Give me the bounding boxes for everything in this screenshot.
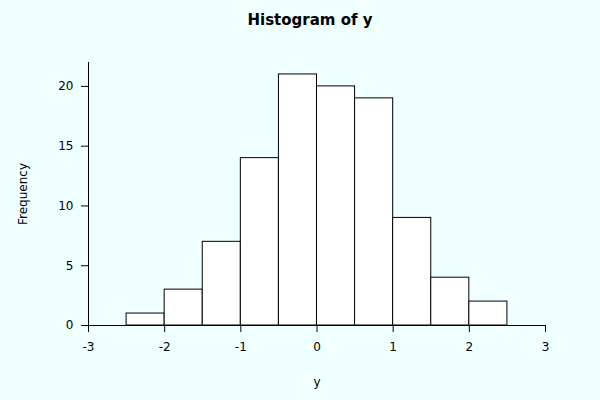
svg-text:1: 1 <box>389 340 397 354</box>
svg-text:-3: -3 <box>83 340 95 354</box>
svg-text:0: 0 <box>313 340 321 354</box>
svg-text:-1: -1 <box>235 340 247 354</box>
svg-text:5: 5 <box>66 259 74 273</box>
svg-text:y: y <box>313 375 320 389</box>
html-text:Histogram of y: Histogram of y <box>247 11 373 29</box>
svg-text:15: 15 <box>58 139 73 153</box>
svg-text:3: 3 <box>542 340 550 354</box>
svg-text:20: 20 <box>58 79 73 93</box>
svg-text:0: 0 <box>66 318 74 332</box>
svg-text:2: 2 <box>466 340 474 354</box>
svg-text:-2: -2 <box>159 340 171 354</box>
svg-text:10: 10 <box>58 199 73 213</box>
svg-text:Frequency: Frequency <box>16 163 30 225</box>
